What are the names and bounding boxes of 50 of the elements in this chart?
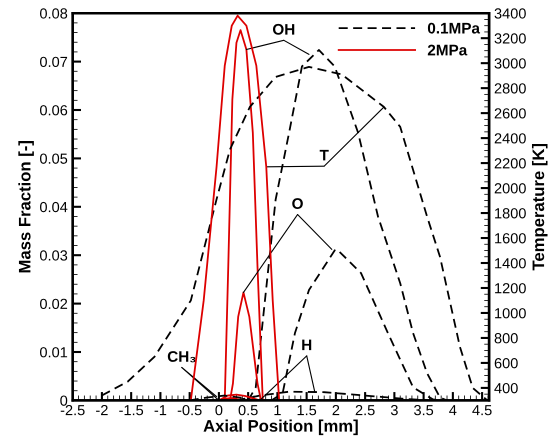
y2-tick-label: 1800 [495,208,526,218]
x-tick-label: -1.5 [119,405,144,416]
x-tick-label: 2.5 [356,404,375,416]
y2-tick-label: 2400 [494,133,526,144]
annotation: CH₃ [168,351,196,362]
y-axis-title: Mass Fraction [-] [18,141,34,272]
x-tick-label: 0 [215,404,222,416]
x-tick-label: 1 [274,405,281,416]
y2-tick-label: 1400 [495,258,526,268]
x-tick-label: 3 [390,404,398,416]
x-tick-label: 3.5 [414,404,434,416]
y2-tick-label: 400 [494,383,518,394]
y-tick-label: 0.05 [40,154,68,164]
y2-tick-label: 600 [494,358,518,368]
annotation: H [302,340,312,350]
y2-tick-label: 3400 [494,8,526,19]
y-tick-label: 0.02 [40,298,68,310]
x-tick-label: 0.5 [238,404,258,416]
x-axis-title: Axial Position [mm] [204,420,358,436]
y-tick-label: 0.04 [40,202,68,212]
y2-tick-label: 3000 [494,58,526,69]
x-tick-label: 1.5 [298,405,316,416]
y2-tick-label: 1600 [495,233,526,244]
legend-label: 2MPa [428,44,468,56]
y-tick-label: 0.07 [40,56,68,68]
x-tick-label: -2.5 [60,404,85,416]
y2-tick-label: 1200 [495,283,526,294]
x-tick-label: 4 [449,405,456,416]
y2-tick-label: 2200 [494,158,526,169]
annotation: O [292,198,303,209]
y2-tick-label: 800 [494,333,518,344]
y-tick-label: 0.08 [40,8,68,19]
x-tick-label: 4.5 [472,405,492,416]
y2-tick-label: 2000 [494,183,526,194]
annotation: T [320,150,329,160]
y2-tick-label: 3200 [494,33,526,44]
legend-label: 0.1MPa [428,22,480,34]
y2-tick-label: 2800 [494,83,526,94]
x-tick-label: -2 [96,404,108,416]
x-tick-label: 2 [332,404,340,416]
y2-axis-title: Temperature [K] [532,144,548,270]
y-tick-label: 0.01 [40,347,68,358]
y2-tick-label: 1000 [495,308,526,318]
x-tick-label: -0.5 [178,404,202,416]
y-tick-label: 0.06 [40,105,68,116]
y-tick-label: 0.03 [40,250,68,261]
x-tick-label: -1 [154,405,166,416]
y-tick-label: 0 [60,396,68,406]
annotation: OH [272,24,294,35]
y2-tick-label: 2600 [494,108,526,119]
